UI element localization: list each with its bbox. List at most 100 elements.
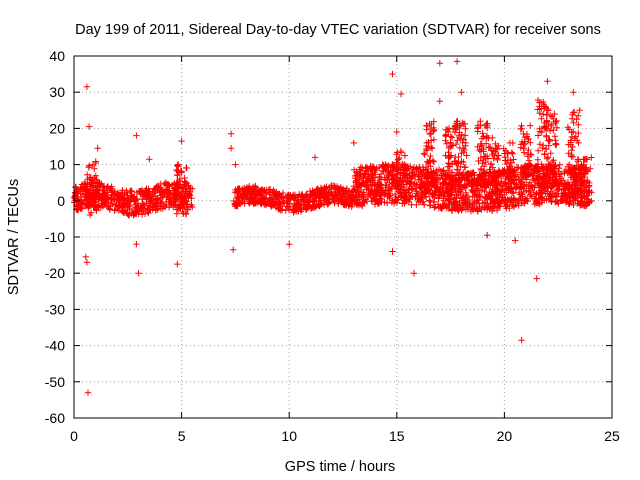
data-point <box>391 190 399 198</box>
data-point <box>479 179 487 186</box>
x-tick-label: 5 <box>178 428 186 444</box>
data-point <box>538 128 545 136</box>
data-point <box>291 202 299 209</box>
data-point <box>512 199 519 206</box>
data-point <box>179 208 186 216</box>
data-point <box>457 135 464 142</box>
data-point <box>539 142 547 149</box>
data-point <box>569 143 576 151</box>
data-point <box>311 204 318 211</box>
data-point <box>478 166 485 174</box>
data-point <box>489 195 496 203</box>
y-tick-label: -30 <box>45 301 65 317</box>
data-point <box>488 205 496 212</box>
data-point <box>443 140 450 147</box>
data-point <box>455 171 462 178</box>
data-point <box>494 192 501 199</box>
data-point <box>72 194 79 201</box>
data-point <box>350 187 358 194</box>
data-point <box>89 176 96 183</box>
data-point <box>282 207 289 214</box>
data-point <box>445 149 452 156</box>
data-point <box>425 158 433 166</box>
data-point <box>475 174 482 181</box>
data-point <box>181 197 188 204</box>
data-point <box>398 183 405 190</box>
data-point <box>134 200 141 207</box>
data-point <box>331 198 338 205</box>
data-point <box>165 182 172 189</box>
data-point <box>477 148 485 155</box>
data-point <box>397 147 405 155</box>
data-point <box>167 191 175 198</box>
data-point <box>86 201 93 208</box>
data-point <box>356 174 363 182</box>
data-point <box>575 112 582 119</box>
data-point <box>550 126 557 134</box>
y-tick-label: 40 <box>49 48 65 64</box>
data-point <box>588 197 595 205</box>
data-point <box>84 171 91 178</box>
data-point <box>493 152 501 159</box>
data-point <box>549 190 557 197</box>
data-point <box>97 183 104 191</box>
data-point <box>469 169 477 176</box>
data-point <box>179 188 186 195</box>
data-point <box>422 167 429 174</box>
y-tick-label: -10 <box>45 229 65 245</box>
data-point <box>74 206 81 214</box>
data-point <box>99 203 107 210</box>
data-point <box>323 190 331 198</box>
data-point <box>152 203 160 210</box>
x-tick-label: 20 <box>497 428 513 444</box>
data-point <box>399 161 406 168</box>
data-point <box>463 182 470 190</box>
data-point <box>465 173 472 181</box>
data-point <box>482 159 489 166</box>
y-tick-label: -60 <box>45 410 65 426</box>
data-point <box>335 185 342 192</box>
data-point <box>120 200 127 208</box>
data-point <box>355 188 363 195</box>
data-point <box>178 137 185 145</box>
data-point <box>487 161 494 168</box>
data-point <box>306 199 313 206</box>
data-point <box>351 186 358 193</box>
data-point <box>339 187 346 195</box>
data-point <box>540 124 548 131</box>
data-point <box>432 169 439 176</box>
data-point <box>566 193 573 200</box>
data-point <box>543 117 550 124</box>
data-point <box>576 107 583 114</box>
data-point <box>232 161 239 168</box>
data-point <box>524 150 532 158</box>
data-point <box>476 187 484 194</box>
data-point <box>542 190 549 197</box>
data-point <box>284 203 292 210</box>
data-point <box>373 164 380 171</box>
data-point <box>559 197 566 204</box>
data-point <box>556 173 563 180</box>
data-point <box>400 192 408 199</box>
data-point <box>494 200 502 208</box>
data-point <box>535 200 542 207</box>
data-point <box>93 188 100 195</box>
data-point <box>238 193 245 200</box>
data-point <box>448 152 455 159</box>
data-point <box>484 200 491 207</box>
data-point <box>427 130 434 138</box>
data-point <box>452 140 460 148</box>
data-point <box>165 196 172 203</box>
data-point <box>376 174 383 182</box>
data-point <box>440 189 447 196</box>
data-point <box>479 170 487 177</box>
data-point <box>377 181 384 188</box>
data-point <box>387 192 394 199</box>
data-point <box>141 202 148 209</box>
data-point <box>540 183 548 190</box>
data-point <box>413 181 420 188</box>
data-point <box>392 183 399 190</box>
data-point <box>483 169 490 177</box>
data-point <box>270 187 277 194</box>
data-point <box>550 157 557 164</box>
